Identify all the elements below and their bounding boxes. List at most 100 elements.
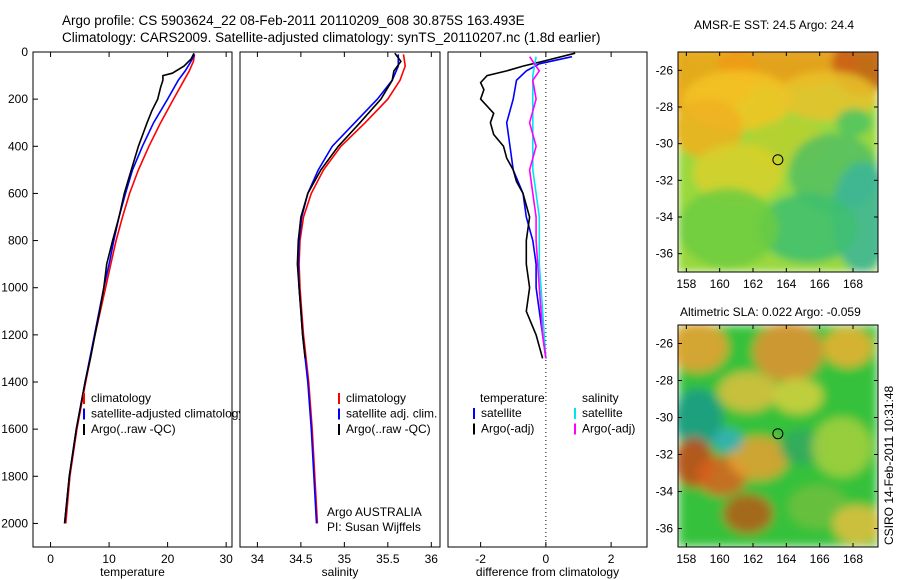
y-tick-label: 400 (8, 139, 28, 153)
sst-map-title: AMSR-E SST: 24.5 Argo: 24.4 (694, 18, 855, 32)
x-tick-label: 30 (219, 552, 233, 566)
sst-field-patch (836, 108, 872, 137)
sla-map-title: Altimetric SLA: 0.022 Argo: -0.059 (680, 305, 861, 319)
sla-field-blur (678, 325, 878, 547)
temperature-legend-label: Argo(..raw -QC) (91, 422, 176, 436)
x-tick-label: 0 (543, 552, 550, 566)
x-tick-label: 35 (338, 552, 352, 566)
x-tick-label: 0 (47, 552, 54, 566)
salinity-panel: 34 34.5 35 35.5 36 salinity climatology satelli… (239, 51, 441, 579)
y-tick-label: 1800 (1, 469, 28, 483)
map-x-tick-label: 160 (710, 277, 730, 291)
y-tick-label: 2000 (1, 516, 28, 530)
map-x-tick-label: 166 (810, 277, 830, 291)
difference-legend-header: temperature (480, 391, 545, 405)
sla-map-panel: 158 160 162 164 166 168 -26 -28 -30 -32 -34 -36 (656, 324, 879, 566)
map-y-tick-label: -32 (656, 173, 674, 187)
y-tick-label: 1600 (1, 422, 28, 436)
series-line-climatology (298, 54, 407, 524)
map-y-tick-label: -34 (656, 485, 674, 499)
plot-frame (32, 51, 233, 548)
sst-field-blur (678, 52, 878, 272)
map-x-tick-label: 162 (743, 552, 763, 566)
y-tick-label: 1000 (1, 281, 28, 295)
map-y-tick-label: -28 (656, 374, 674, 388)
y-tick-label: 1200 (1, 328, 28, 342)
map-x-tick-label: 168 (843, 552, 863, 566)
sla-field-patch (823, 327, 873, 368)
map-x-tick-label: 166 (810, 552, 830, 566)
difference-legend-temp-label: Argo(-adj) (481, 422, 534, 436)
series-line-temperature-argo-adj- (479, 52, 576, 359)
temperature-legend-label: climatology (91, 391, 151, 405)
map-x-tick-label: 164 (776, 552, 796, 566)
x-tick-label: -2 (475, 552, 486, 566)
sla-field-patch (728, 436, 788, 481)
plot-frame (239, 51, 441, 548)
y-tick-label: 800 (8, 234, 28, 248)
sla-field-patch (833, 504, 878, 545)
sla-map-frame (677, 324, 879, 548)
map-y-tick-label: -36 (656, 522, 674, 536)
series-line-salinity-argo-adj- (528, 56, 547, 359)
map-x-tick-label: 158 (676, 277, 696, 291)
x-tick-label: 10 (102, 552, 116, 566)
map-y-tick-label: -26 (656, 337, 674, 351)
map-y-tick-label: -34 (656, 210, 674, 224)
salinity-legend-label: climatology (346, 391, 406, 405)
map-y-tick-label: -32 (656, 448, 674, 462)
x-axis-label: temperature (100, 565, 165, 579)
x-tick-label: 20 (161, 552, 175, 566)
map-y-tick-label: -36 (656, 247, 674, 261)
map-x-tick-label: 164 (776, 277, 796, 291)
sst-map-frame (677, 51, 879, 273)
sla-field-patch (773, 378, 823, 415)
difference-legend-sal-label: satellite (582, 406, 623, 420)
y-tick-label: 600 (8, 186, 28, 200)
difference-legend-sal-label: Argo(-adj) (582, 422, 635, 436)
profile-location-marker (772, 154, 784, 166)
y-tick-label: 200 (8, 92, 28, 106)
map-y-tick-label: -30 (656, 137, 674, 151)
plot-frame (447, 51, 648, 548)
sst-map-panel: 158 160 162 164 166 168 -26 -28 -30 -32 -34 -36 (656, 51, 879, 291)
sst-field-patch (693, 143, 783, 203)
sst-field (678, 52, 878, 272)
x-tick-label: 34.5 (289, 552, 313, 566)
figure-title-line1: Argo profile: CS 5903624_22 08-Feb-2011 … (62, 13, 525, 28)
difference-legend-header: salinity (582, 391, 619, 405)
sla-field-patch (713, 428, 743, 453)
sla-field-patch (678, 388, 723, 449)
sla-field-patch (678, 325, 728, 373)
sla-field-patch (723, 493, 773, 534)
sst-field-patch (678, 188, 778, 268)
sla-field-patch (788, 485, 848, 530)
figure-title-line2: Climatology: CARS2009. Satellite-adjuste… (62, 30, 601, 45)
argo-note-line1: Argo AUSTRALIA (327, 505, 422, 519)
salinity-legend-label: satellite adj. clim. (346, 407, 437, 421)
series-line-argo-raw-qc- (63, 52, 195, 524)
sla-field-patch (753, 325, 823, 382)
map-x-tick-label: 158 (676, 552, 696, 566)
map-x-tick-label: 168 (843, 277, 863, 291)
temperature-panel: 0 10 20 30 temperature 0 200 400 600 800 1000 1200 1… (1, 45, 244, 579)
x-axis-label: salinity (322, 565, 359, 579)
map-y-tick-label: -26 (656, 63, 674, 77)
series-line-argo-raw-qc- (296, 52, 402, 359)
y-tick-label: 1400 (1, 375, 28, 389)
temperature-legend-label: satellite-adjusted climatology (91, 407, 244, 421)
series-line-salinity-satellite (531, 56, 547, 359)
x-tick-label: 36 (425, 552, 439, 566)
map-y-tick-label: -28 (656, 100, 674, 114)
salinity-legend-label: Argo(..raw -QC) (346, 422, 431, 436)
difference-legend-temp-label: satellite (481, 406, 522, 420)
x-tick-label: 35.5 (376, 552, 400, 566)
sst-field-patch (758, 193, 858, 263)
sla-field-patch (812, 417, 872, 478)
sla-field-patch (780, 429, 824, 466)
profile-location-marker (772, 428, 784, 440)
x-tick-label: 34 (251, 552, 265, 566)
y-tick-label: 0 (21, 45, 28, 59)
